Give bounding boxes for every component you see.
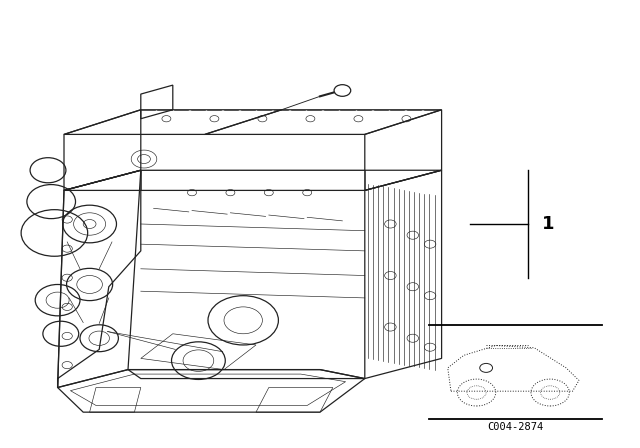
Text: C004-2874: C004-2874 <box>487 422 543 432</box>
Circle shape <box>334 85 351 96</box>
Text: 1: 1 <box>542 215 555 233</box>
